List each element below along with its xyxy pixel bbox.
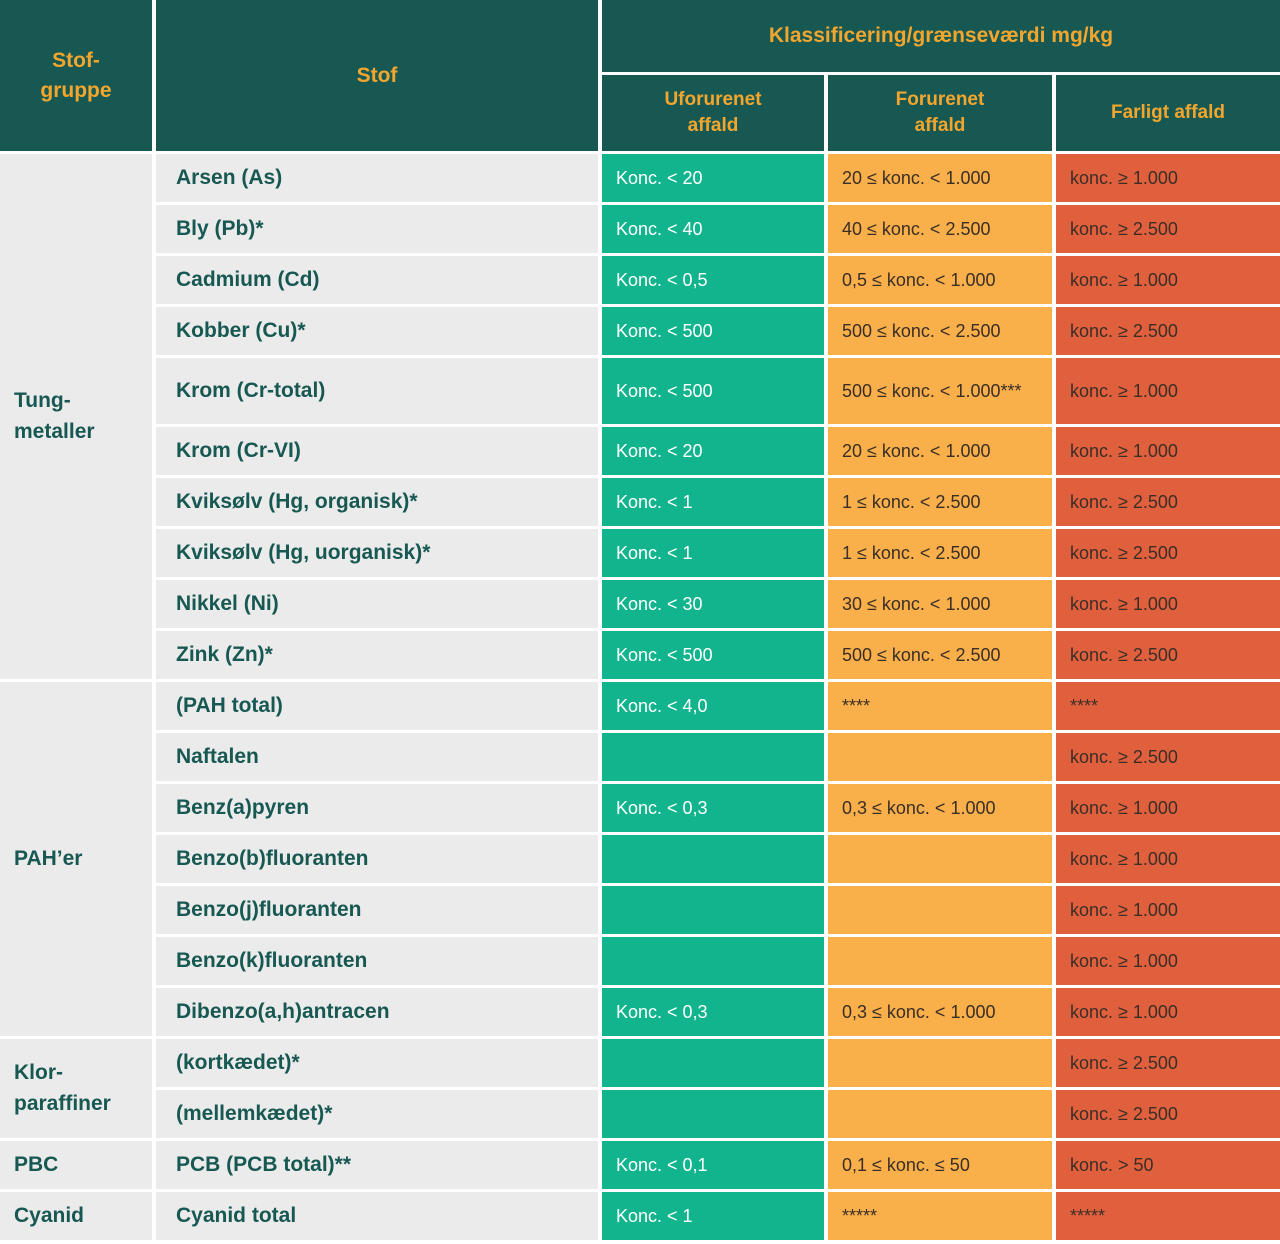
farligt-cell: **** bbox=[1056, 682, 1280, 730]
stof-cell: Naftalen bbox=[156, 733, 598, 781]
farligt-cell: konc. ≥ 2.500 bbox=[1056, 631, 1280, 679]
forurenet-cell: 0,1 ≤ konc. ≤ 50 bbox=[828, 1141, 1052, 1189]
stof-cell: Cadmium (Cd) bbox=[156, 256, 598, 304]
forurenet-cell: 500 ≤ konc. < 1.000*** bbox=[828, 358, 1052, 424]
stof-cell: PCB (PCB total)** bbox=[156, 1141, 598, 1189]
forurenet-cell: **** bbox=[828, 682, 1052, 730]
uforurenet-cell: Konc. < 500 bbox=[602, 358, 824, 424]
stof-cell: Benzo(j)fluoranten bbox=[156, 886, 598, 934]
farligt-cell: konc. ≥ 2.500 bbox=[1056, 205, 1280, 253]
farligt-cell: konc. ≥ 2.500 bbox=[1056, 307, 1280, 355]
uforurenet-cell: Konc. < 40 bbox=[602, 205, 824, 253]
forurenet-cell bbox=[828, 937, 1052, 985]
stof-cell: (PAH total) bbox=[156, 682, 598, 730]
stof-group-cell: Cyanid bbox=[0, 1192, 152, 1240]
stof-cell: Bly (Pb)* bbox=[156, 205, 598, 253]
farligt-cell: konc. > 50 bbox=[1056, 1141, 1280, 1189]
farligt-cell: konc. ≥ 1.000 bbox=[1056, 886, 1280, 934]
forurenet-cell bbox=[828, 1039, 1052, 1087]
stof-cell: Nikkel (Ni) bbox=[156, 580, 598, 628]
uforurenet-cell: Konc. < 500 bbox=[602, 307, 824, 355]
forurenet-cell: 0,5 ≤ konc. < 1.000 bbox=[828, 256, 1052, 304]
stof-cell: Kobber (Cu)* bbox=[156, 307, 598, 355]
farligt-cell: konc. ≥ 1.000 bbox=[1056, 784, 1280, 832]
stof-cell: (mellemkædet)* bbox=[156, 1090, 598, 1138]
stof-group-cell: PAH’er bbox=[0, 682, 152, 1036]
forurenet-cell bbox=[828, 835, 1052, 883]
farligt-cell: ***** bbox=[1056, 1192, 1280, 1240]
stof-cell: (kortkædet)* bbox=[156, 1039, 598, 1087]
uforurenet-cell bbox=[602, 835, 824, 883]
uforurenet-cell: Konc. < 20 bbox=[602, 427, 824, 475]
stof-cell: Kviksølv (Hg, uorganisk)* bbox=[156, 529, 598, 577]
header-klassificering: Klassificering/grænseværdi mg/kg bbox=[602, 0, 1280, 72]
uforurenet-cell bbox=[602, 1090, 824, 1138]
uforurenet-cell: Konc. < 500 bbox=[602, 631, 824, 679]
header-stof-gruppe: Stof- gruppe bbox=[0, 0, 152, 151]
forurenet-cell: 500 ≤ konc. < 2.500 bbox=[828, 307, 1052, 355]
farligt-cell: konc. ≥ 1.000 bbox=[1056, 937, 1280, 985]
uforurenet-cell: Konc. < 0,5 bbox=[602, 256, 824, 304]
forurenet-cell: 20 ≤ konc. < 1.000 bbox=[828, 154, 1052, 202]
uforurenet-cell: Konc. < 1 bbox=[602, 529, 824, 577]
stof-cell: Dibenzo(a,h)antracen bbox=[156, 988, 598, 1036]
farligt-cell: konc. ≥ 1.000 bbox=[1056, 427, 1280, 475]
header-uforurenet-affald: Uforurenet affald bbox=[602, 75, 824, 151]
stof-cell: Benzo(b)fluoranten bbox=[156, 835, 598, 883]
farligt-cell: konc. ≥ 2.500 bbox=[1056, 1039, 1280, 1087]
stof-cell: Krom (Cr-VI) bbox=[156, 427, 598, 475]
forurenet-cell: 40 ≤ konc. < 2.500 bbox=[828, 205, 1052, 253]
farligt-cell: konc. ≥ 2.500 bbox=[1056, 733, 1280, 781]
farligt-cell: konc. ≥ 1.000 bbox=[1056, 580, 1280, 628]
stof-cell: Benz(a)pyren bbox=[156, 784, 598, 832]
uforurenet-cell: Konc. < 1 bbox=[602, 478, 824, 526]
farligt-cell: konc. ≥ 1.000 bbox=[1056, 835, 1280, 883]
header-farligt-affald: Farligt affald bbox=[1056, 75, 1280, 151]
stof-group-cell: Tung- metaller bbox=[0, 154, 152, 679]
uforurenet-cell bbox=[602, 733, 824, 781]
header-forurenet-affald: Forurenet affald bbox=[828, 75, 1052, 151]
uforurenet-cell: Konc. < 0,1 bbox=[602, 1141, 824, 1189]
header-stof: Stof bbox=[156, 0, 598, 151]
forurenet-cell: 20 ≤ konc. < 1.000 bbox=[828, 427, 1052, 475]
forurenet-cell: 30 ≤ konc. < 1.000 bbox=[828, 580, 1052, 628]
farligt-cell: konc. ≥ 2.500 bbox=[1056, 478, 1280, 526]
forurenet-cell bbox=[828, 733, 1052, 781]
forurenet-cell: 1 ≤ konc. < 2.500 bbox=[828, 529, 1052, 577]
farligt-cell: konc. ≥ 1.000 bbox=[1056, 358, 1280, 424]
farligt-cell: konc. ≥ 2.500 bbox=[1056, 529, 1280, 577]
stof-cell: Krom (Cr-total) bbox=[156, 358, 598, 424]
stof-cell: Kviksølv (Hg, organisk)* bbox=[156, 478, 598, 526]
stof-cell: Benzo(k)fluoranten bbox=[156, 937, 598, 985]
farligt-cell: konc. ≥ 2.500 bbox=[1056, 1090, 1280, 1138]
forurenet-cell bbox=[828, 886, 1052, 934]
uforurenet-cell: Konc. < 30 bbox=[602, 580, 824, 628]
uforurenet-cell: Konc. < 0,3 bbox=[602, 988, 824, 1036]
uforurenet-cell: Konc. < 4,0 bbox=[602, 682, 824, 730]
farligt-cell: konc. ≥ 1.000 bbox=[1056, 256, 1280, 304]
forurenet-cell: 500 ≤ konc. < 2.500 bbox=[828, 631, 1052, 679]
uforurenet-cell: Konc. < 0,3 bbox=[602, 784, 824, 832]
forurenet-cell bbox=[828, 1090, 1052, 1138]
uforurenet-cell bbox=[602, 886, 824, 934]
forurenet-cell: 0,3 ≤ konc. < 1.000 bbox=[828, 784, 1052, 832]
farligt-cell: konc. ≥ 1.000 bbox=[1056, 988, 1280, 1036]
uforurenet-cell: Konc. < 20 bbox=[602, 154, 824, 202]
stof-cell: Cyanid total bbox=[156, 1192, 598, 1240]
uforurenet-cell bbox=[602, 1039, 824, 1087]
forurenet-cell: 1 ≤ konc. < 2.500 bbox=[828, 478, 1052, 526]
forurenet-cell: ***** bbox=[828, 1192, 1052, 1240]
stof-cell: Arsen (As) bbox=[156, 154, 598, 202]
stof-cell: Zink (Zn)* bbox=[156, 631, 598, 679]
farligt-cell: konc. ≥ 1.000 bbox=[1056, 154, 1280, 202]
uforurenet-cell bbox=[602, 937, 824, 985]
stof-group-cell: Klor- paraffiner bbox=[0, 1039, 152, 1138]
forurenet-cell: 0,3 ≤ konc. < 1.000 bbox=[828, 988, 1052, 1036]
stof-group-cell: PBC bbox=[0, 1141, 152, 1189]
uforurenet-cell: Konc. < 1 bbox=[602, 1192, 824, 1240]
